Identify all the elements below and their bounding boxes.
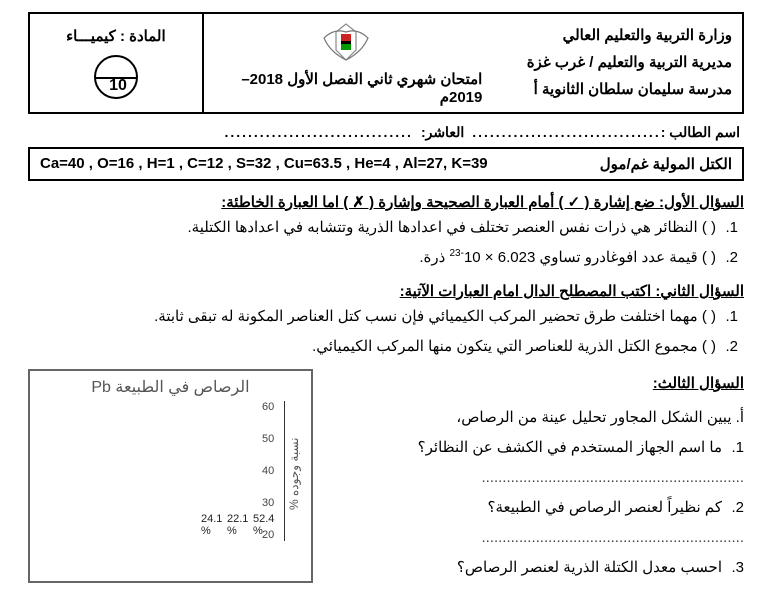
q2-title: السؤال الثاني: اكتب المصطلح الدال امام ا… — [28, 282, 744, 300]
chart-y-title: نسبة وجوده % — [285, 401, 303, 546]
molar-mass-box: الكتل المولية غم/مول Ca=40 , O=16 , H=1 … — [28, 147, 744, 181]
school: مدرسة سليمان سلطان الثانوية أ — [498, 76, 732, 103]
name-row: اسم الطالب : ...........................… — [32, 124, 740, 141]
q1-item: 2.( ) قيمة عدد افوغادرو تساوي 6.023 × 10… — [28, 245, 738, 271]
question-3-row: السؤال الثالث: أ. يبين الشكل المجاور تحل… — [28, 369, 744, 583]
q1-item: 1.( ) النظائر هي ذرات نفس العنصر تختلف ف… — [28, 215, 738, 241]
score-total: 10 — [105, 77, 127, 97]
header-right: وزارة التربية والتعليم العالي مديرية الت… — [488, 14, 742, 112]
subject-label: المادة : كيميـــاء — [66, 27, 166, 45]
q3-answer-line: ........................................… — [321, 523, 744, 553]
header-left: المادة : كيميـــاء 10 — [30, 14, 204, 112]
score-circle: 10 — [94, 55, 138, 99]
ministry: وزارة التربية والتعليم العالي — [498, 22, 732, 49]
q2-item: 2.( ) مجموع الكتل الذرية للعناصر التي يت… — [28, 334, 738, 360]
grade-label: العاشر: — [421, 124, 464, 141]
chart-area: 52.4 %22.1 %24.1 % 6050403020 — [262, 401, 285, 546]
student-label: اسم الطالب : — [661, 124, 740, 141]
mass-label: الكتل المولية غم/مول — [600, 155, 732, 173]
directorate: مديرية التربية والتعليم / غرب غزة — [498, 49, 732, 76]
chart-bars: 52.4 %22.1 %24.1 % — [273, 401, 285, 540]
q2-item: 1.( ) مهما اختلفت طرق تحضير المركب الكيم… — [28, 304, 738, 330]
q3-item: 2.كم نظيراً لعنصر الرصاص في الطبيعة؟ — [321, 493, 744, 523]
q3-item: 1.ما اسم الجهاز المستخدم في الكشف عن الن… — [321, 433, 744, 463]
question-2: السؤال الثاني: اكتب المصطلح الدال امام ا… — [28, 282, 744, 359]
question-1: السؤال الأول: ضع إشارة ( ✓ ) أمام العبار… — [28, 193, 744, 270]
chart-plot: 52.4 %22.1 %24.1 % — [284, 401, 285, 541]
q3-item: 3.احسب معدل الكتلة الذرية لعنصر الرصاص؟ — [321, 553, 744, 583]
grade-dots: ................................ — [224, 124, 412, 141]
header-mid: امتحان شهري ثاني الفصل الأول 2018–2019م — [204, 14, 489, 112]
q3-title: السؤال الثالث: — [321, 369, 744, 399]
exam-title: امتحان شهري ثاني الفصل الأول 2018–2019م — [210, 70, 483, 106]
q1-title: السؤال الأول: ضع إشارة ( ✓ ) أمام العبار… — [28, 193, 744, 211]
mass-values: Ca=40 , O=16 , H=1 , C=12 , S=32 , Cu=63… — [40, 155, 592, 173]
header-box: وزارة التربية والتعليم العالي مديرية الت… — [28, 12, 744, 114]
emblem-icon — [316, 20, 376, 70]
q3-answer-line: ........................................… — [321, 463, 744, 493]
question-3-text: السؤال الثالث: أ. يبين الشكل المجاور تحل… — [313, 369, 744, 583]
lead-chart: الرصاص في الطبيعة Pb نسبة وجوده % 52.4 %… — [28, 369, 313, 583]
q3-intro: أ. يبين الشكل المجاور تحليل عينة من الرص… — [321, 403, 744, 433]
chart-title: الرصاص في الطبيعة Pb — [38, 377, 303, 397]
exam-page: وزارة التربية والتعليم العالي مديرية الت… — [0, 0, 772, 595]
student-dots: ................................ — [472, 124, 660, 141]
